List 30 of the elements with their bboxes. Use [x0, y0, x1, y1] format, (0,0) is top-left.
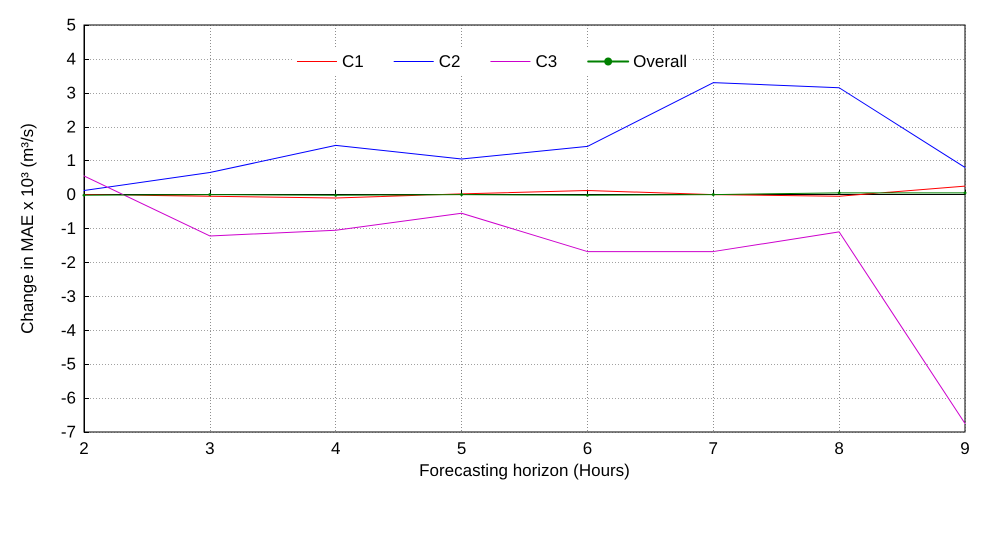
y-axis-title: Change in MAE x 10³ (m³/s) [18, 123, 37, 334]
legend-label: C3 [535, 52, 558, 71]
y-tick-label: -6 [60, 388, 76, 408]
y-tick-label: -5 [60, 354, 76, 374]
y-tick-label: -7 [60, 422, 76, 442]
x-tick-label: 9 [960, 439, 970, 458]
x-tick-label: 3 [205, 439, 215, 458]
y-tick-label: -4 [60, 320, 76, 340]
y-tick-label: 1 [66, 151, 76, 170]
line-series [84, 186, 966, 198]
x-tick-label: 4 [330, 439, 340, 458]
x-tick-label: 7 [708, 439, 718, 458]
legend-label: C2 [438, 52, 460, 71]
x-tick-label: 6 [582, 439, 592, 458]
x-tick-label: 2 [79, 439, 89, 458]
y-tick-label: -1 [60, 219, 76, 238]
x-axis-title: Forecasting horizon (Hours) [419, 461, 630, 480]
y-tick-label: 0 [66, 185, 76, 204]
y-tick-label: 4 [66, 49, 76, 68]
line-series [84, 82, 966, 192]
y-tick-label: -2 [60, 252, 76, 272]
legend-label: C1 [342, 52, 364, 71]
line-series [84, 175, 966, 424]
x-tick-label: 8 [834, 439, 844, 458]
x-tick-label: 5 [456, 439, 466, 458]
y-tick-label: 5 [66, 16, 76, 34]
y-tick-label: -3 [60, 286, 76, 306]
y-tick-label: 3 [66, 83, 76, 102]
y-tick-label: 2 [66, 117, 76, 136]
legend-label: Overall [633, 52, 688, 71]
